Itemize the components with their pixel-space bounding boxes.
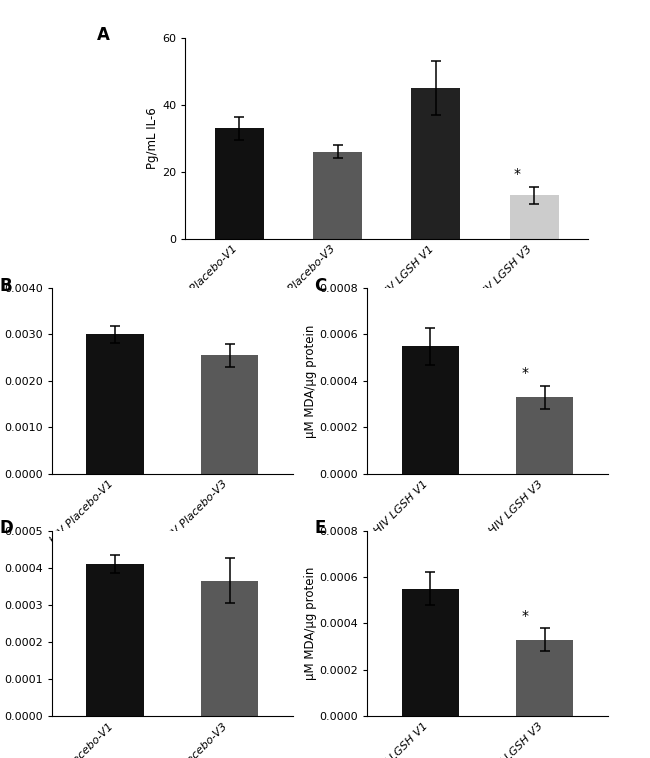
- Text: E: E: [315, 519, 326, 537]
- Bar: [86, 334, 144, 474]
- Y-axis label: μM MDA/μg protein: μM MDA/μg protein: [304, 324, 317, 437]
- Text: *: *: [514, 167, 521, 181]
- Y-axis label: μM MDA/μg protein: μM MDA/μg protein: [0, 324, 1, 437]
- Y-axis label: μM MDA/μg protein: μM MDA/μg protein: [0, 567, 1, 680]
- Text: C: C: [315, 277, 326, 295]
- Bar: [402, 589, 459, 716]
- Text: *: *: [521, 366, 528, 380]
- Y-axis label: Pg/mL IL-6: Pg/mL IL-6: [146, 108, 159, 169]
- Bar: [214, 128, 264, 239]
- Text: A: A: [97, 26, 109, 44]
- Bar: [201, 356, 258, 474]
- Bar: [510, 196, 559, 239]
- Bar: [402, 346, 459, 474]
- Bar: [201, 581, 258, 716]
- Text: *: *: [521, 609, 528, 622]
- Bar: [516, 397, 573, 474]
- Y-axis label: μM MDA/μg protein: μM MDA/μg protein: [304, 567, 317, 680]
- Bar: [411, 88, 460, 239]
- Bar: [86, 564, 144, 716]
- Text: B: B: [0, 277, 12, 295]
- Text: D: D: [0, 519, 13, 537]
- Bar: [516, 640, 573, 716]
- Bar: [313, 152, 362, 239]
